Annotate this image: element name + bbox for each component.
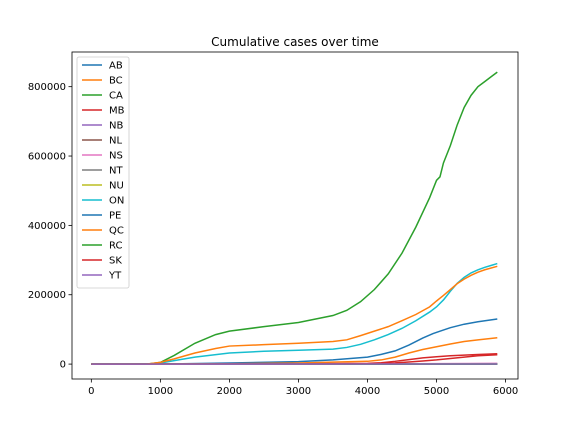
legend-label-ns: NS xyxy=(109,151,123,162)
legend-label-ca: CA xyxy=(109,91,123,102)
y-tick-label: 400000 xyxy=(28,221,66,232)
y-tick-label: 600000 xyxy=(28,152,66,163)
x-tick-label: 1000 xyxy=(148,386,173,397)
legend-label-nt: NT xyxy=(109,166,123,177)
legend-label-rc: RC xyxy=(109,241,122,252)
y-axis: 0 200000 400000 600000 800000 xyxy=(28,82,72,371)
x-tick-label: 3000 xyxy=(286,386,311,397)
x-axis: 0 1000 2000 3000 4000 5000 6000 xyxy=(88,379,518,397)
legend-label-on: ON xyxy=(109,196,124,207)
series-line-qc xyxy=(91,265,498,365)
x-tick-label: 0 xyxy=(88,386,94,397)
legend-label-pe: PE xyxy=(109,211,121,222)
y-tick-label: 200000 xyxy=(28,290,66,301)
x-tick-label: 6000 xyxy=(493,386,518,397)
x-tick-label: 2000 xyxy=(217,386,242,397)
chart-title: Cumulative cases over time xyxy=(211,35,379,49)
legend: AB BC CA MB NB NL NS NT NU ON PE QC RC SK YT xyxy=(76,56,130,289)
legend-label-bc: BC xyxy=(109,76,123,87)
series-line-on xyxy=(91,262,498,365)
legend-label-ab: AB xyxy=(109,61,123,72)
legend-label-nu: NU xyxy=(109,181,124,192)
legend-label-yt: YT xyxy=(108,271,122,282)
x-tick-label: 5000 xyxy=(424,386,449,397)
legend-label-nl: NL xyxy=(109,136,122,147)
series-line-ca xyxy=(91,71,498,365)
x-tick-label: 4000 xyxy=(355,386,380,397)
series-layer xyxy=(91,71,498,365)
legend-label-qc: QC xyxy=(109,226,124,237)
legend-label-nb: NB xyxy=(109,121,123,132)
y-tick-label: 0 xyxy=(60,360,66,371)
legend-label-sk: SK xyxy=(109,256,122,267)
y-tick-label: 800000 xyxy=(28,82,66,93)
plot-frame xyxy=(71,51,519,380)
series-line-ab xyxy=(91,318,498,365)
legend-label-mb: MB xyxy=(109,106,125,117)
